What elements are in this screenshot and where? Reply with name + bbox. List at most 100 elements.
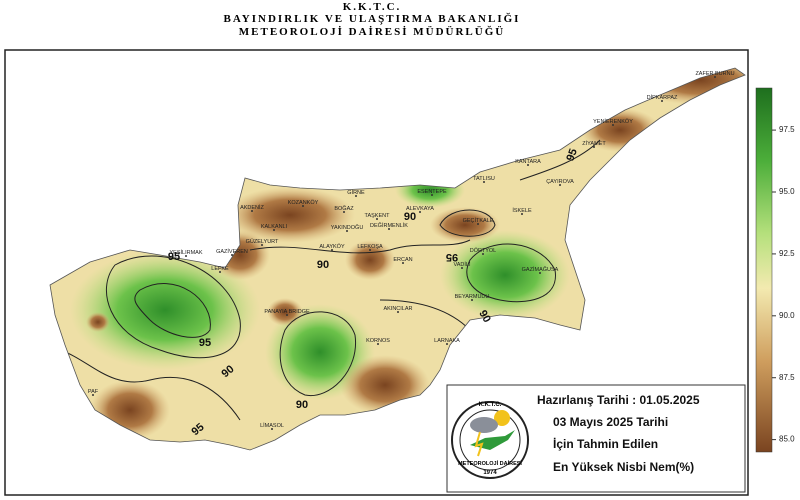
logo-year: 1974 bbox=[483, 470, 497, 476]
place-label: VADİLİ bbox=[453, 261, 470, 268]
place-label: GÜZELYURT bbox=[246, 238, 279, 245]
place-dot bbox=[271, 428, 273, 430]
place-labels: ZAFER BURNU DİPKARPAZ YENİERENKÖY ZİYAMET KA… bbox=[88, 71, 735, 430]
place-dot bbox=[431, 194, 433, 196]
place-label: LEFKE bbox=[211, 266, 229, 272]
colorbar-tick-label: 87.5 bbox=[779, 373, 795, 382]
place-dot bbox=[185, 255, 187, 257]
place-label: KORNOS bbox=[366, 338, 390, 344]
place-dot bbox=[343, 211, 345, 213]
header: K.K.T.C.BAYINDIRLIK VE ULAŞTIRMA BAKANLI… bbox=[224, 1, 521, 38]
place-label: YENİERENKÖY bbox=[593, 118, 633, 125]
place-dot bbox=[261, 244, 263, 246]
place-dot bbox=[92, 394, 94, 396]
place-label: GİRNE bbox=[347, 189, 365, 196]
place-label: DEĞİRMENLİK bbox=[370, 222, 408, 229]
place-dot bbox=[461, 267, 463, 269]
place-label: PAF bbox=[88, 389, 99, 395]
place-label: BOĞAZ bbox=[334, 205, 354, 212]
place-dot bbox=[477, 223, 479, 225]
place-label: ÇAYIROVA bbox=[546, 179, 574, 185]
place-dot bbox=[346, 230, 348, 232]
place-dot bbox=[219, 271, 221, 273]
place-label: YEŞİLIRMAK bbox=[169, 249, 202, 256]
place-label: ZAFER BURNU bbox=[695, 71, 734, 77]
place-label: LEFKOŞA bbox=[357, 244, 383, 250]
place-label: GAZİMAĞUSA bbox=[522, 266, 559, 273]
header-line: METEOROLOJİ DAİRESİ MÜDÜRLÜĞÜ bbox=[239, 25, 505, 38]
place-dot bbox=[446, 343, 448, 345]
header-line: BAYINDIRLIK VE ULAŞTIRMA BAKANLIĞI bbox=[224, 12, 521, 25]
colorbar-ticks: 85.0 87.5 90.0 92.5 95.0 97.5 bbox=[772, 125, 795, 444]
place-dot bbox=[471, 299, 473, 301]
place-label: KANTARA bbox=[515, 159, 541, 165]
place-dot bbox=[369, 249, 371, 251]
place-dot bbox=[302, 205, 304, 207]
place-dot bbox=[521, 213, 523, 215]
place-label: GAZİVEREN bbox=[216, 248, 248, 255]
place-label: DÖRTYOL bbox=[470, 247, 497, 254]
contour-label: 90 bbox=[296, 399, 308, 411]
place-dot bbox=[482, 253, 484, 255]
place-dot bbox=[355, 195, 357, 197]
colorbar-tick-label: 92.5 bbox=[779, 249, 795, 258]
colorbar-tick-label: 95.0 bbox=[779, 187, 795, 196]
place-label: KALKANLI bbox=[261, 224, 288, 230]
logo: K.K.T.C. METEOROLOJİ DAİRESİ 1974 bbox=[451, 401, 529, 479]
place-dot bbox=[331, 249, 333, 251]
place-dot bbox=[483, 181, 485, 183]
place-label: İSKELE bbox=[512, 207, 532, 214]
place-label: LİMASOL bbox=[260, 422, 284, 429]
colorbar-tick-label: 97.5 bbox=[779, 125, 795, 134]
info-line: 03 Mayıs 2025 Tarihi bbox=[553, 415, 668, 429]
colorbar-tick-label: 90.0 bbox=[779, 311, 795, 320]
place-label: AKINCILAR bbox=[383, 306, 412, 312]
place-dot bbox=[559, 184, 561, 186]
place-label: BEYARMUDU bbox=[455, 294, 490, 300]
place-label: TAŞKENT bbox=[365, 213, 391, 219]
place-label: ESENTEPE bbox=[417, 189, 447, 195]
place-dot bbox=[286, 314, 288, 316]
logo-top: K.K.T.C. bbox=[479, 402, 502, 408]
info-line: Hazırlanış Tarihi : 01.05.2025 bbox=[537, 393, 700, 407]
place-label: ZİYAMET bbox=[582, 140, 606, 147]
place-dot bbox=[377, 343, 379, 345]
header-line: K.K.T.C. bbox=[343, 1, 402, 13]
contour-label: 90 bbox=[404, 211, 416, 223]
place-dot bbox=[714, 76, 716, 78]
place-label: ERCAN bbox=[393, 257, 412, 263]
place-label: LARNAKA bbox=[434, 338, 460, 344]
info-text: Hazırlanış Tarihi : 01.05.2025 03 Mayıs 2… bbox=[537, 393, 700, 474]
place-label: YAKINDOĞU bbox=[331, 224, 364, 231]
place-dot bbox=[231, 254, 233, 256]
place-dot bbox=[388, 228, 390, 230]
colorbar bbox=[755, 87, 773, 453]
logo-bottom: METEOROLOJİ DAİRESİ bbox=[458, 460, 522, 467]
contour-label: 95 bbox=[168, 251, 180, 263]
contour-label: 95 bbox=[564, 147, 579, 163]
info-line: İçin Tahmin Edilen bbox=[553, 436, 658, 451]
place-dot bbox=[612, 124, 614, 126]
contour-label: 95 bbox=[199, 337, 211, 349]
place-dot bbox=[251, 210, 253, 212]
place-dot bbox=[527, 164, 529, 166]
place-label: PANAYIA BRIDGE bbox=[264, 309, 310, 315]
place-label: GEÇİTKALE bbox=[463, 217, 494, 224]
place-label: ALAYKÖY bbox=[319, 243, 345, 250]
info-line: En Yüksek Nisbi Nem(%) bbox=[553, 460, 694, 474]
place-label: AKDENİZ bbox=[240, 204, 264, 211]
place-dot bbox=[402, 262, 404, 264]
place-label: DİPKARPAZ bbox=[647, 94, 678, 101]
contour-label: 90 bbox=[317, 259, 329, 271]
place-dot bbox=[593, 146, 595, 148]
place-dot bbox=[539, 272, 541, 274]
place-dot bbox=[661, 100, 663, 102]
contour-label: 95 bbox=[446, 251, 458, 263]
place-label: ALEVKAYA bbox=[406, 206, 434, 212]
place-dot bbox=[397, 311, 399, 313]
place-dot bbox=[376, 218, 378, 220]
place-label: KOZANKÖY bbox=[288, 199, 319, 206]
place-dot bbox=[419, 211, 421, 213]
colorbar-tick-label: 85.0 bbox=[779, 435, 795, 444]
